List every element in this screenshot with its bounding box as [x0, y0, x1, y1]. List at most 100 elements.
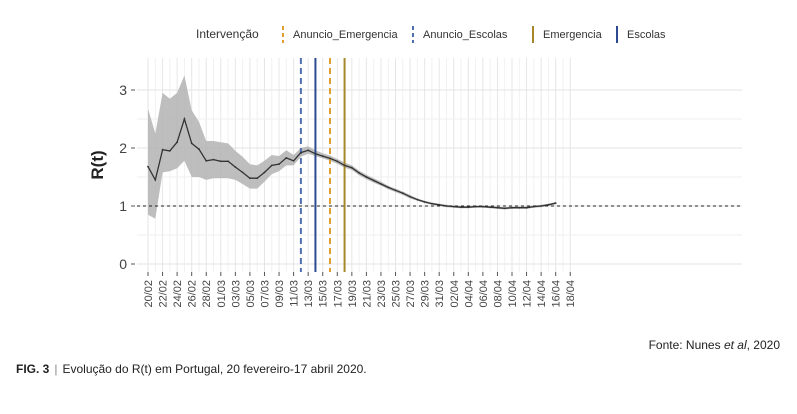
rt-point: [198, 148, 200, 151]
rt-point: [212, 158, 215, 161]
rt-point: [147, 165, 149, 168]
rt-point: [314, 152, 317, 155]
rt-point: [329, 157, 331, 160]
legend-label-emergencia: Emergencia: [543, 29, 603, 41]
rt-point: [452, 205, 455, 208]
x-tick-label: 03/03: [230, 280, 242, 308]
rt-point: [227, 160, 230, 163]
rt-point: [365, 176, 368, 178]
legend-title: Intervenção: [196, 27, 259, 41]
rt-point: [416, 198, 419, 201]
legend-label-anuncio-emergencia: Anuncio_Emergencia: [293, 29, 398, 41]
rt-point: [409, 195, 411, 198]
x-tick-label: 02/04: [449, 280, 461, 308]
rt-point: [540, 205, 542, 207]
rt-point: [183, 118, 186, 120]
figure-number: FIG. 3: [16, 362, 50, 376]
legend-label-escolas: Escolas: [627, 29, 666, 41]
rt-point: [336, 160, 339, 163]
rt-point: [263, 171, 266, 174]
x-tick-label: 01/03: [216, 280, 228, 308]
x-tick-label: 17/03: [332, 280, 344, 308]
rt-point: [234, 166, 237, 169]
x-tick-label: 09/03: [274, 280, 286, 308]
rt-point: [460, 206, 462, 209]
rt-point: [249, 177, 251, 180]
rt-point: [321, 155, 324, 158]
x-tick-label: 15/03: [318, 280, 330, 308]
legend-label-anuncio-escolas: Anuncio_Escolas: [423, 29, 508, 41]
rt-point: [387, 186, 390, 189]
rt-point: [270, 164, 273, 167]
x-tick-label: 27/03: [405, 280, 417, 308]
y-axis: 0 1 2 3: [119, 82, 135, 272]
rt-point: [423, 201, 426, 203]
rt-point: [161, 148, 164, 151]
rt-point: [394, 189, 397, 192]
rt-point: [554, 202, 557, 205]
rt-point: [205, 159, 208, 162]
source-prefix: Fonte: Nunes: [648, 338, 724, 352]
source-note: Fonte: Nunes et al, 2020: [560, 338, 780, 352]
rt-point: [525, 206, 528, 209]
rt-point: [350, 166, 353, 169]
x-tick-label: 31/03: [434, 280, 446, 308]
rt-point: [292, 159, 295, 162]
y-tick-label: 3: [119, 82, 127, 98]
x-tick-label: 21/03: [361, 280, 373, 308]
x-tick-label: 29/03: [420, 280, 432, 308]
rt-point: [489, 206, 492, 209]
rt-point: [343, 164, 346, 167]
x-tick-label: 04/04: [463, 280, 475, 308]
confidence-band-area: [148, 75, 556, 219]
x-tick-label: 18/04: [565, 280, 577, 308]
rt-point: [511, 206, 513, 209]
rt-point: [358, 172, 360, 174]
rt-point: [176, 141, 179, 144]
x-tick-label: 25/03: [391, 280, 403, 308]
rt-point: [438, 203, 441, 206]
x-tick-label: 22/02: [158, 280, 170, 308]
rt-point: [307, 149, 310, 152]
rt-point: [401, 192, 404, 195]
rt-point: [256, 177, 259, 180]
chart: Intervenção Anuncio_Emergencia Anuncio_Esc…: [88, 26, 742, 308]
rt-point: [380, 183, 382, 185]
confidence-band: [137, 75, 742, 219]
rt-point: [503, 207, 506, 210]
rt-point: [285, 157, 288, 159]
x-tick-label: 14/04: [536, 280, 548, 308]
x-tick-label: 08/04: [492, 280, 504, 308]
source-italic: et al: [723, 338, 747, 352]
y-axis-label: R(t): [88, 150, 107, 179]
rt-point: [445, 205, 448, 207]
x-tick-label: 07/03: [259, 280, 271, 308]
rt-point: [219, 160, 222, 163]
legend: Intervenção Anuncio_Emergencia Anuncio_Esc…: [196, 26, 666, 43]
y-tick-label: 2: [119, 140, 127, 156]
caption-text: Evolução do R(t) em Portugal, 20 feverei…: [62, 362, 367, 376]
x-tick-label: 12/04: [522, 280, 534, 308]
source-suffix: , 2020: [746, 338, 780, 352]
series-line: [147, 116, 557, 210]
rt-point: [518, 206, 521, 209]
rt-point: [532, 205, 535, 208]
x-tick-label: 05/03: [245, 280, 257, 308]
x-tick-label: 19/03: [347, 280, 359, 308]
x-tick-label: 10/04: [507, 280, 519, 308]
x-tick-label: 13/03: [303, 280, 315, 308]
x-tick-label: 23/03: [376, 280, 388, 308]
rt-point: [431, 202, 433, 205]
rt-point: [547, 203, 550, 206]
rt-point: [241, 171, 244, 174]
x-tick-label: 11/03: [289, 280, 301, 307]
rt-point: [300, 151, 302, 154]
x-tick-label: 16/04: [551, 280, 563, 308]
rt-point: [190, 142, 193, 145]
rt-point: [168, 150, 171, 152]
x-axis: 20/02 22/02 24/02 26/02 28/02 01/03 03/03 05/03…: [143, 272, 577, 308]
rt-point: [467, 206, 470, 209]
caption-separator: |: [54, 362, 58, 376]
rt-point: [278, 163, 280, 166]
rt-point: [474, 205, 477, 208]
